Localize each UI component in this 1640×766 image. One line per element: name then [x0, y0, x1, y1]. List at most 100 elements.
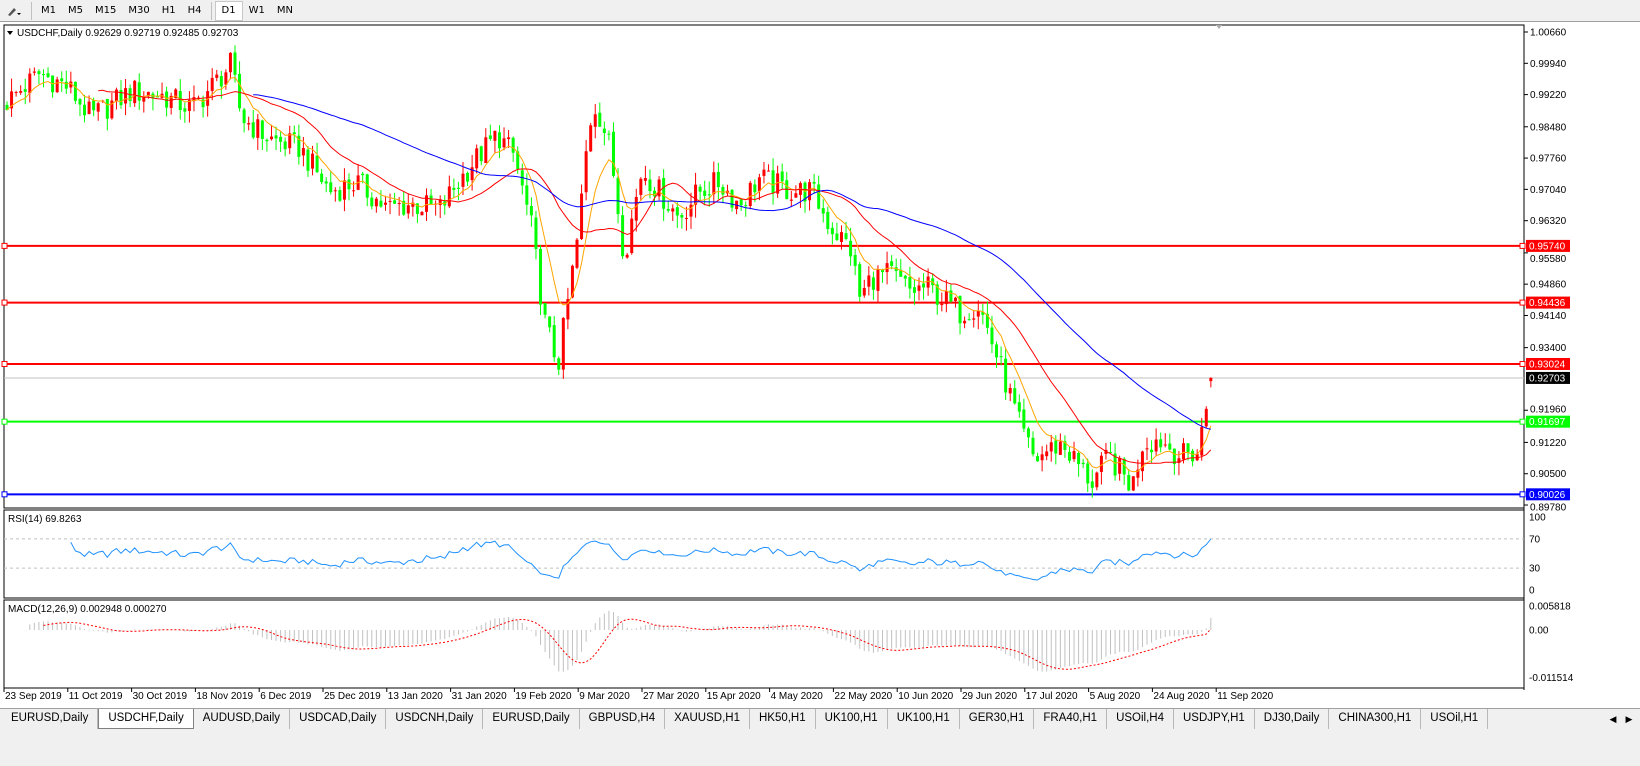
chart-tab[interactable]: USDJPY,H1: [1174, 709, 1255, 729]
chart-tab[interactable]: XAUUSD,H1: [665, 709, 750, 729]
line-handle[interactable]: [1, 418, 8, 425]
candle: [96, 102, 100, 121]
rsi-line: [70, 538, 1212, 581]
chart-tab[interactable]: HK50,H1: [750, 709, 816, 729]
timeframe-d1[interactable]: D1: [214, 0, 243, 21]
chart-tab[interactable]: CHINA300,H1: [1329, 709, 1422, 729]
candle: [447, 175, 451, 209]
candle: [598, 102, 602, 127]
draw-shapes-icon[interactable]: [0, 1, 28, 21]
line-handle[interactable]: [1519, 418, 1526, 425]
candle: [1090, 469, 1094, 498]
rsi-panel: [3, 509, 1525, 599]
candle: [944, 279, 948, 313]
line-handle[interactable]: [1, 360, 8, 367]
candle: [803, 181, 807, 213]
timeframe-w1[interactable]: W1: [248, 5, 265, 16]
candle: [753, 179, 757, 202]
line-handle[interactable]: [1519, 360, 1526, 367]
chart-tab[interactable]: USDCAD,Daily: [290, 709, 387, 729]
candle: [625, 253, 629, 259]
tab-scroll-right-icon[interactable]: ▶: [1625, 715, 1633, 725]
price-label-box: [1526, 357, 1570, 370]
chart-tab[interactable]: USDCHF,Daily: [98, 709, 194, 729]
candle: [1200, 417, 1204, 461]
chart-tab[interactable]: USOil,H4: [1107, 709, 1174, 729]
chart-shift-icon[interactable]: [1216, 25, 1222, 29]
chart-canvas[interactable]: 23 Sep 2019 11 Oct 2019 30 Oct 2019 18 Nov …: [0, 0, 1640, 708]
line-handle[interactable]: [1519, 242, 1526, 249]
main-chart-panel: [3, 24, 1525, 509]
date-tick-label: 31 Jan 2020: [452, 691, 507, 702]
candle: [694, 172, 698, 218]
chart-tab[interactable]: GBPUSD,H4: [580, 709, 666, 729]
chart-tab[interactable]: USOil,H1: [1421, 709, 1489, 729]
chart-tab[interactable]: UK100,H1: [888, 709, 960, 729]
candle: [1040, 446, 1044, 472]
candle: [1209, 377, 1213, 388]
candle: [830, 222, 834, 245]
tab-scroll-left-icon[interactable]: ◀: [1609, 715, 1617, 725]
collapse-triangle-icon[interactable]: [7, 31, 13, 35]
candle: [233, 45, 237, 83]
candle: [347, 173, 351, 201]
candle: [584, 139, 588, 201]
line-handle[interactable]: [1, 491, 8, 498]
candle: [757, 173, 761, 201]
candle: [73, 81, 77, 105]
timeframe-mn[interactable]: MN: [276, 5, 293, 16]
candle: [611, 122, 615, 178]
timeframe-m5[interactable]: M5: [68, 5, 83, 16]
chart-tab[interactable]: USDCNH,Daily: [386, 709, 484, 729]
line-handle[interactable]: [1519, 299, 1526, 306]
line-handle[interactable]: [1, 242, 8, 249]
candle: [580, 184, 584, 241]
candle: [1004, 348, 1008, 400]
timeframe-m30[interactable]: M30: [128, 5, 150, 16]
candle: [981, 303, 985, 325]
candle: [137, 73, 141, 111]
toolbar: M1 M5 M15 M30 H1 H4 D1 W1 MN: [0, 0, 1640, 22]
candle: [174, 88, 178, 99]
candle: [247, 116, 251, 131]
chart-tab[interactable]: AUDUSD,Daily: [194, 709, 291, 729]
date-tick-label: 11 Sep 2020: [1217, 691, 1273, 702]
chart-tab[interactable]: EURUSD,Daily: [483, 709, 580, 729]
candle: [607, 130, 611, 141]
candle: [124, 78, 128, 116]
chart-tab[interactable]: EURUSD,Daily: [2, 709, 99, 729]
timeframe-m1[interactable]: M1: [41, 5, 56, 16]
chart-tab[interactable]: UK100,H1: [816, 709, 888, 729]
candle: [5, 101, 9, 111]
timeframe-h4[interactable]: H4: [187, 5, 202, 16]
date-tick-label: 6 Dec 2019: [260, 691, 312, 702]
candle: [871, 271, 875, 300]
candle: [352, 181, 356, 197]
candle: [876, 265, 880, 304]
candle: [858, 261, 862, 302]
candle: [60, 71, 64, 92]
timeframe-h1[interactable]: H1: [161, 5, 176, 16]
chart-tab[interactable]: FRA40,H1: [1034, 709, 1108, 729]
date-tick-label: 24 Aug 2020: [1153, 691, 1210, 702]
candle: [201, 95, 205, 118]
price-tick-label: 0.91220: [1530, 438, 1567, 449]
chart-tab[interactable]: GER30,H1: [960, 709, 1035, 729]
price-label-box: [1526, 488, 1570, 501]
line-handle[interactable]: [1519, 491, 1526, 498]
candle: [406, 193, 410, 219]
candle: [1195, 449, 1199, 462]
candle: [475, 144, 479, 174]
candle: [379, 189, 383, 208]
candle: [315, 142, 319, 174]
candle: [260, 119, 264, 150]
candle: [999, 346, 1003, 366]
date-tick-label: 29 Jun 2020: [962, 691, 1017, 702]
timeframe-m15[interactable]: M15: [95, 5, 117, 16]
chart-tab[interactable]: DJ30,Daily: [1255, 709, 1330, 729]
date-tick-label: 27 Mar 2020: [643, 691, 700, 702]
line-handle[interactable]: [1, 299, 8, 306]
date-tick-label: 23 Sep 2019: [5, 691, 62, 702]
candle: [703, 180, 707, 206]
candle: [963, 316, 967, 329]
